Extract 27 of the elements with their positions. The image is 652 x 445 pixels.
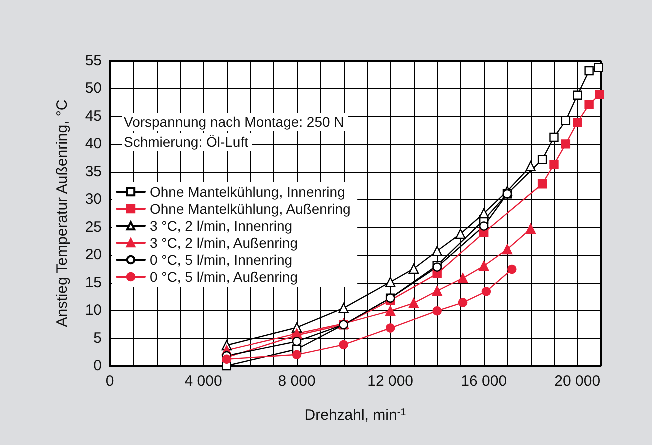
y-tick-label: 5	[94, 330, 102, 347]
legend-label: 0 °C, 5 l/min, Innenring	[150, 252, 293, 268]
x-tick-label: 16 000	[461, 373, 508, 390]
legend-label: Ohne Mantelkühlung, Innenring	[150, 184, 346, 200]
legend-label: 3 °C, 2 l/min, Außenring	[150, 235, 298, 251]
x-tick-label: 12 000	[368, 373, 414, 390]
y-tick-label: 25	[85, 218, 102, 236]
annotation: Schmierung: Öl-Luft	[124, 134, 249, 150]
x-tick-label: 20 000	[554, 373, 601, 390]
y-axis-title: Anstieg Temperatur Außenring, °C	[54, 100, 71, 328]
y-tick-label: 45	[85, 108, 102, 125]
y-tick-label: 15	[85, 274, 102, 292]
y-tick-label: 40	[85, 136, 102, 153]
legend-label: 3 °C, 2 l/min, Innenring	[150, 218, 293, 234]
y-tick-label: 0	[94, 358, 102, 374]
y-tick-label: 55	[85, 52, 102, 70]
x-tick-label: 8 000	[278, 373, 316, 390]
legend-label: 0 °C, 5 l/min, Außenring	[150, 269, 298, 285]
y-tick-label: 30	[85, 191, 102, 208]
y-tick-label: 35	[85, 163, 102, 180]
y-tick-label: 50	[85, 80, 102, 98]
y-tick-label: 10	[85, 302, 102, 320]
x-tick-label: 4 000	[184, 373, 222, 390]
y-tick-label: 20	[85, 246, 102, 264]
x-tick-label: 0	[106, 373, 114, 390]
legend-label: Ohne Mantelkühlung, Außenring	[150, 201, 351, 217]
annotation: Vorspannung nach Montage: 250 N	[124, 114, 344, 130]
